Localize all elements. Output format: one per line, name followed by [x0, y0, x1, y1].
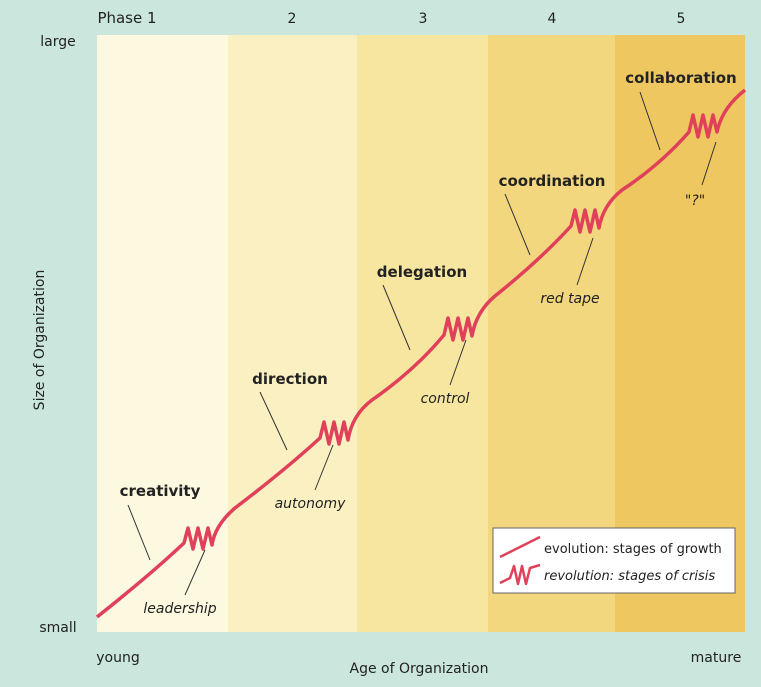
revolution-label: red tape [540, 291, 599, 307]
axis-label: young [96, 650, 139, 666]
leader-line [127, 504, 151, 561]
phase-label: 5 [677, 11, 686, 27]
phase-band [97, 35, 228, 632]
evolution-label: collaboration [625, 69, 736, 87]
axis-label: mature [691, 650, 742, 666]
leader-line [639, 91, 661, 151]
legend-label: evolution: stages of growth [544, 542, 722, 557]
revolution-label: "?" [685, 193, 705, 209]
leader-line [701, 141, 717, 186]
evolution-label: direction [252, 370, 328, 388]
phase-label: 4 [548, 11, 557, 27]
leader-line [576, 237, 594, 286]
legend-label: revolution: stages of crisis [544, 569, 715, 584]
axis-label: small [39, 620, 76, 636]
revolution-label: leadership [143, 601, 216, 617]
evolution-label: delegation [377, 263, 467, 281]
leader-line [184, 549, 206, 596]
legend [492, 527, 736, 594]
leader-line [382, 284, 411, 351]
growth-curve [95, 88, 747, 619]
phase-label: 2 [288, 11, 297, 27]
axis-label: large [40, 34, 75, 50]
leader-line [504, 193, 531, 256]
axis-title: Age of Organization [350, 661, 489, 677]
phase-band [228, 35, 357, 632]
phase-label: 3 [419, 11, 428, 27]
phase-band [357, 35, 488, 632]
evolution-label: creativity [120, 482, 201, 500]
leader-line [314, 444, 334, 491]
revolution-label: control [421, 391, 470, 407]
legend-swatch [499, 535, 541, 559]
leader-line [259, 391, 288, 451]
leader-line [449, 339, 467, 386]
evolution-label: coordination [499, 172, 606, 190]
phase-label: Phase 1 [97, 9, 156, 27]
revolution-label: autonomy [275, 496, 347, 512]
axis-title: Size of Organization [32, 270, 48, 411]
legend-swatch [499, 563, 541, 586]
